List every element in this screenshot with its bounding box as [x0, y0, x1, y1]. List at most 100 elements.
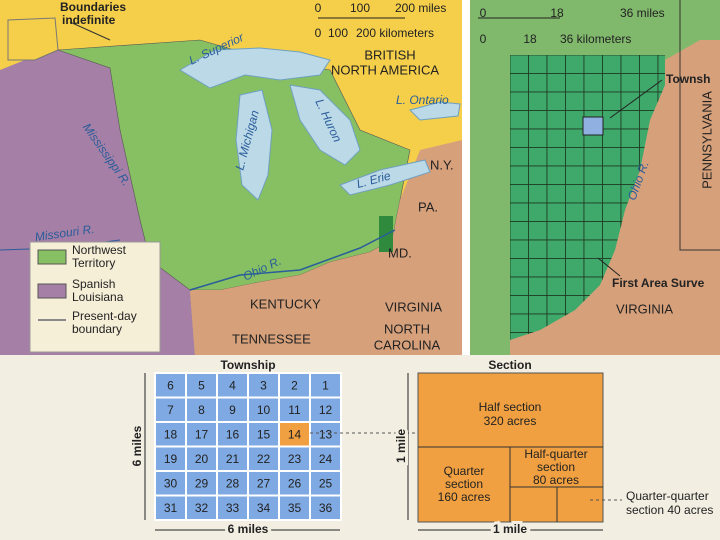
grid-cell — [565, 128, 585, 148]
grid-cell — [602, 128, 622, 148]
cell-number: 31 — [164, 501, 178, 515]
section-title: Section — [488, 358, 531, 372]
township-cell — [309, 494, 342, 521]
legend-label: boundary — [72, 322, 122, 336]
cell-number: 10 — [257, 403, 271, 417]
grid-cell — [657, 55, 665, 74]
township-cell — [309, 470, 342, 497]
legend-swatch — [37, 283, 67, 299]
divider — [462, 0, 470, 355]
state-label: TENNESSEE — [232, 331, 311, 346]
cell-number: 12 — [319, 403, 333, 417]
cell-number: 18 — [164, 427, 178, 441]
cell-number: 16 — [226, 427, 240, 441]
township-cell — [309, 421, 342, 448]
cell-number: 34 — [257, 501, 271, 515]
scale-label: 100 — [350, 1, 370, 15]
grid-cell — [583, 258, 603, 278]
cell-number: 30 — [164, 476, 178, 490]
region-label: NORTH AMERICA — [331, 62, 439, 77]
grid-cell — [602, 73, 622, 93]
grid-cell — [546, 128, 566, 148]
township-cell — [185, 445, 218, 472]
callout-line — [597, 257, 621, 277]
grid-cell — [565, 221, 585, 241]
township-cell — [216, 421, 249, 448]
grid-cell — [583, 91, 603, 111]
map-label: VIRGINIA — [616, 301, 673, 316]
township-cell — [216, 396, 249, 423]
scale-label: 200 kilometers — [356, 26, 434, 40]
grid-cell — [546, 276, 566, 296]
lake-erie — [339, 159, 431, 196]
grid-cell — [546, 55, 566, 74]
township-cell — [216, 494, 249, 521]
grid-cell — [565, 73, 585, 93]
section-label: section — [537, 460, 575, 474]
section-label: section 40 acres — [626, 503, 713, 517]
grid-cell — [620, 128, 640, 148]
virginia-area — [510, 40, 720, 355]
scale-label: 0 — [315, 1, 322, 15]
grid-cell — [602, 202, 622, 222]
bottom-label: 6 miles — [228, 522, 269, 536]
lake-superior — [179, 47, 331, 89]
grid-cell — [510, 55, 529, 74]
cell-number: 23 — [288, 452, 302, 466]
cell-number: 15 — [257, 427, 271, 441]
section-label: section — [445, 477, 483, 491]
scale-label: 0 — [315, 26, 322, 40]
legend: Northwest Territory Spanish Louisiana Pr… — [29, 241, 161, 353]
grid-cell — [565, 258, 585, 278]
cell-number: 27 — [257, 476, 271, 490]
state-label: KENTUCKY — [250, 296, 321, 311]
legend-label: Present-day — [72, 309, 137, 323]
cell-number: 5 — [198, 378, 205, 392]
grid-cell — [510, 91, 529, 111]
township-cell — [154, 445, 187, 472]
grid-cell — [546, 258, 566, 278]
grid-cell — [602, 91, 622, 111]
township-cell — [154, 494, 187, 521]
cell-number: 11 — [288, 403, 301, 417]
grid-cell — [528, 110, 548, 130]
bottom-label: 1 mile — [493, 522, 527, 536]
grid-cell — [565, 147, 585, 167]
cell-number: 7 — [167, 403, 174, 417]
scale-label: 100 — [328, 26, 348, 40]
cell-number: 17 — [195, 427, 209, 441]
grid-cell — [546, 73, 566, 93]
callout-line — [609, 79, 663, 119]
grid-cell — [583, 55, 603, 74]
cell-number: 13 — [319, 427, 333, 441]
township-title: Township — [220, 358, 275, 372]
grid-cell — [546, 202, 566, 222]
grid-cell — [510, 239, 529, 259]
township-highlight — [582, 116, 604, 136]
pa-boundary — [679, 0, 720, 251]
township-cell — [309, 372, 342, 399]
grid-cell — [528, 147, 548, 167]
grid-cell — [546, 110, 566, 130]
section-label: 160 acres — [438, 490, 491, 504]
grid-cell — [510, 258, 529, 278]
right-map: 0 18 36 miles 0 18 36 kilometers Townsh … — [470, 0, 720, 355]
grid-cell — [510, 295, 529, 315]
grid-cell — [620, 110, 640, 130]
grid-cell — [639, 55, 659, 74]
grid-cell — [602, 165, 622, 185]
side-label: 1 mile — [394, 429, 408, 463]
lake-huron — [289, 84, 361, 166]
legend-swatch — [37, 249, 67, 265]
grid-cell — [583, 184, 603, 204]
grid-cell — [546, 221, 566, 241]
grid-cell — [528, 295, 548, 315]
grid-cell — [546, 165, 566, 185]
cell-number: 29 — [195, 476, 209, 490]
grid-cell — [602, 147, 622, 167]
cell-number: 19 — [164, 452, 178, 466]
grid-cell — [528, 202, 548, 222]
grid-cell — [528, 165, 548, 185]
cell-number: 3 — [260, 378, 267, 392]
cell-number: 32 — [195, 501, 209, 515]
